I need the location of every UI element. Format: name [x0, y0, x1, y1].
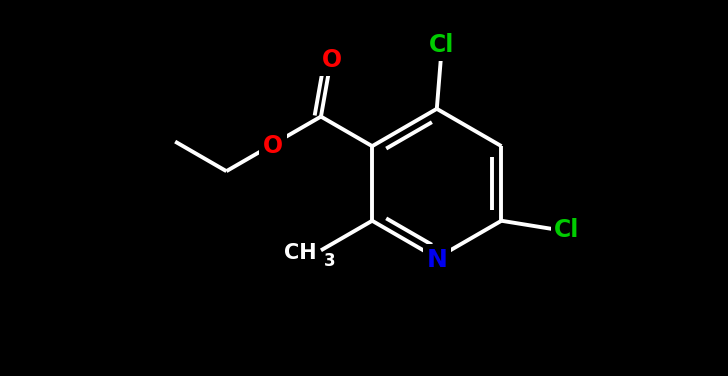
Text: O: O: [321, 48, 341, 72]
Text: Cl: Cl: [554, 218, 579, 242]
Text: O: O: [263, 134, 283, 158]
Text: Cl: Cl: [429, 33, 454, 57]
Text: N: N: [427, 248, 447, 272]
Text: CH: CH: [284, 243, 317, 263]
Text: 3: 3: [324, 252, 336, 270]
